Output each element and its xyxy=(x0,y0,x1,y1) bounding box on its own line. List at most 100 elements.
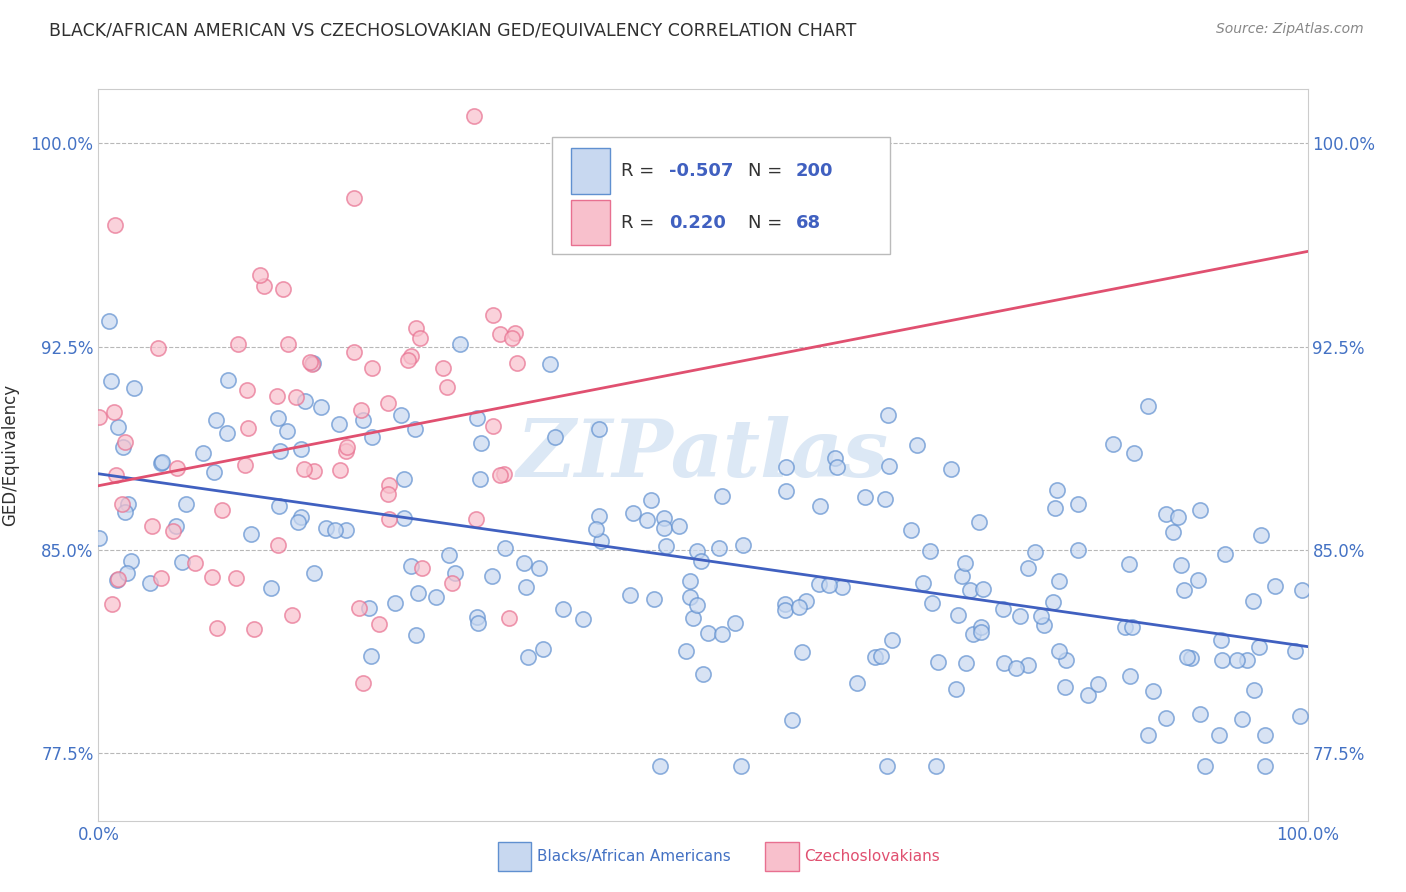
Point xyxy=(207,621,229,635)
Point xyxy=(104,219,127,233)
Point xyxy=(1170,558,1192,572)
Point xyxy=(302,566,325,581)
Point xyxy=(696,625,718,640)
Point xyxy=(392,472,415,486)
Text: ZIPatlas: ZIPatlas xyxy=(517,417,889,493)
Point xyxy=(817,577,839,591)
Point xyxy=(993,657,1015,671)
Point xyxy=(467,615,489,630)
Point xyxy=(1024,545,1046,559)
Point xyxy=(107,573,129,587)
Point xyxy=(399,350,422,364)
Point xyxy=(266,389,288,403)
Point xyxy=(675,643,697,657)
Point xyxy=(174,497,197,511)
Point xyxy=(489,467,512,482)
Point xyxy=(527,561,550,575)
Point xyxy=(465,410,488,425)
Point xyxy=(1167,510,1189,524)
Point xyxy=(1230,712,1253,726)
Point xyxy=(1243,683,1265,698)
Point xyxy=(267,410,290,425)
Point xyxy=(962,627,984,641)
Point xyxy=(120,553,142,567)
Point xyxy=(404,422,426,436)
Point xyxy=(266,538,288,552)
Text: Source: ZipAtlas.com: Source: ZipAtlas.com xyxy=(1216,22,1364,37)
Point xyxy=(204,465,226,479)
Point xyxy=(876,759,898,773)
Point xyxy=(432,361,454,376)
Point xyxy=(269,444,291,458)
Point xyxy=(396,352,419,367)
Point xyxy=(1284,644,1306,658)
Point xyxy=(350,403,373,417)
Point xyxy=(1046,483,1069,497)
Point xyxy=(465,512,488,526)
Point xyxy=(1047,644,1070,658)
Point xyxy=(877,459,900,474)
FancyBboxPatch shape xyxy=(551,136,890,253)
Point xyxy=(682,610,704,624)
Point xyxy=(1066,543,1088,558)
Point xyxy=(409,331,432,345)
Point xyxy=(301,357,323,371)
Point xyxy=(357,601,380,615)
Point xyxy=(517,650,540,665)
Point xyxy=(336,441,359,455)
Point xyxy=(97,314,120,328)
Point xyxy=(905,437,928,451)
Point xyxy=(411,560,433,574)
Point xyxy=(955,556,977,570)
Point xyxy=(328,417,350,431)
Point xyxy=(149,571,172,585)
Point xyxy=(1180,650,1202,665)
Point xyxy=(494,541,516,555)
Point xyxy=(449,337,471,351)
Text: -0.507: -0.507 xyxy=(669,162,734,180)
Text: BLACK/AFRICAN AMERICAN VS CZECHOSLOVAKIAN GED/EQUIVALENCY CORRELATION CHART: BLACK/AFRICAN AMERICAN VS CZECHOSLOVAKIA… xyxy=(49,22,856,40)
Point xyxy=(927,655,949,669)
Point xyxy=(668,519,690,533)
Point xyxy=(335,443,357,458)
Point xyxy=(1077,688,1099,702)
Point xyxy=(1042,594,1064,608)
Point xyxy=(515,580,537,594)
Point xyxy=(290,509,312,524)
Point xyxy=(1067,497,1090,511)
Point xyxy=(544,430,567,444)
Point xyxy=(165,519,187,533)
Point xyxy=(377,396,399,410)
Point xyxy=(589,534,612,549)
Point xyxy=(399,558,422,573)
Point xyxy=(468,472,491,486)
Point xyxy=(845,675,868,690)
Point xyxy=(551,602,574,616)
Point xyxy=(304,464,326,478)
Point xyxy=(787,600,810,615)
Point xyxy=(831,580,853,594)
Point xyxy=(463,109,485,123)
Point xyxy=(948,608,970,623)
Point xyxy=(970,620,993,634)
Point xyxy=(1054,653,1077,667)
Point xyxy=(352,413,374,427)
Point xyxy=(299,355,322,369)
Point xyxy=(1032,617,1054,632)
Point xyxy=(1004,660,1026,674)
Point xyxy=(686,543,709,558)
Point xyxy=(679,574,702,589)
Point xyxy=(114,505,136,519)
Point xyxy=(315,521,337,535)
Point xyxy=(824,450,846,465)
Point xyxy=(531,641,554,656)
Point xyxy=(1213,548,1236,562)
Point xyxy=(360,648,382,663)
Point xyxy=(498,610,520,624)
Point xyxy=(1247,640,1270,654)
Point xyxy=(103,405,125,419)
Point xyxy=(585,522,607,536)
Point xyxy=(141,518,163,533)
Point xyxy=(292,461,315,475)
Point xyxy=(1029,609,1052,624)
